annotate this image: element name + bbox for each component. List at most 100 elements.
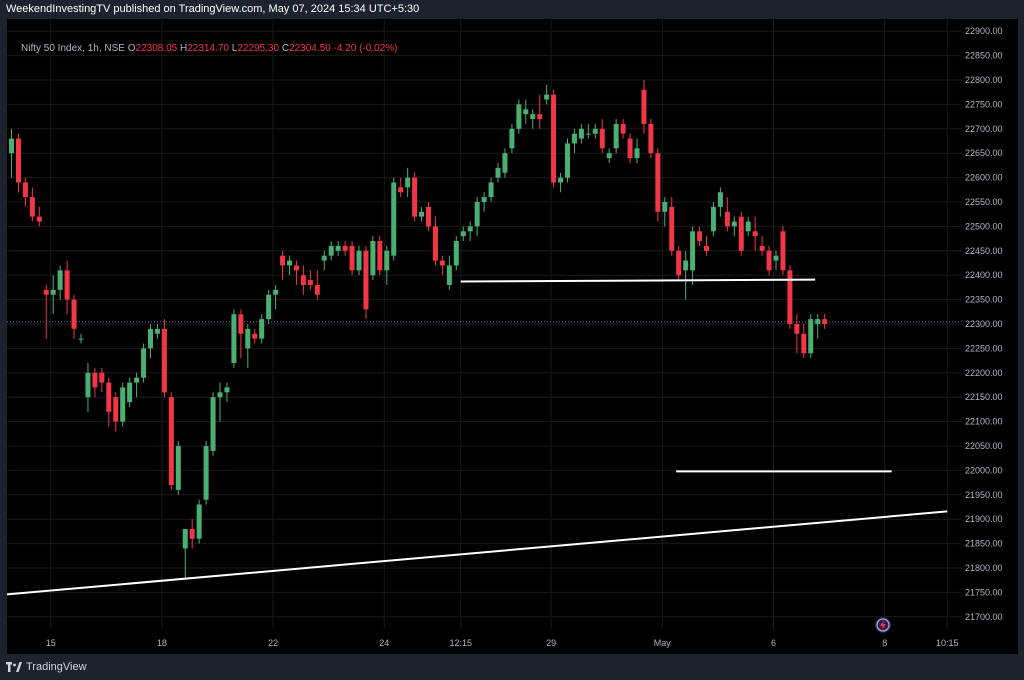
candle: [634, 138, 640, 163]
published-caption: WeekendInvestingTV published on TradingV…: [6, 3, 420, 15]
candle-body: [551, 94, 557, 183]
open-key: O: [127, 43, 136, 54]
candle: [439, 255, 445, 276]
price-tick-label: 22900.00: [965, 26, 1003, 36]
candle: [453, 236, 459, 271]
candle-body: [752, 231, 758, 237]
candle-body: [43, 289, 49, 295]
candle-body: [710, 206, 716, 232]
candle: [154, 324, 160, 339]
candle-body: [738, 216, 744, 251]
candle-body: [745, 221, 751, 232]
candle: [64, 260, 70, 315]
candle-body: [606, 153, 612, 159]
candle: [384, 245, 390, 285]
candle-body: [648, 123, 654, 154]
candle-body: [141, 348, 147, 378]
footer-brand-label: TradingView: [26, 661, 87, 673]
candle: [43, 284, 49, 339]
price-tick-label: 21950.00: [965, 490, 1003, 500]
candle: [516, 99, 522, 134]
candle-body: [307, 280, 313, 285]
candle-body: [321, 255, 327, 261]
price-axis: 21700.00 21750.00 21800.00 21850.00 21900.00…: [965, 26, 1003, 622]
candle: [182, 528, 188, 578]
candle-body: [599, 128, 605, 149]
candle-body: [530, 114, 536, 120]
price-tick-label: 22500.00: [965, 221, 1003, 231]
price-tick-label: 22100.00: [965, 417, 1003, 427]
open-value: 22308.05: [135, 43, 178, 54]
trend-line: [460, 278, 816, 283]
tradingview-logo-icon: [6, 662, 22, 672]
time-tick-label: 18: [157, 638, 167, 648]
candle: [502, 148, 508, 178]
candle: [544, 84, 550, 105]
candle: [134, 372, 140, 398]
price-tick-label: 22700.00: [965, 124, 1003, 134]
lightning-alert-icon[interactable]: [875, 617, 891, 633]
candle: [412, 172, 418, 222]
candle-body: [439, 260, 445, 266]
candle: [252, 328, 258, 344]
candle: [293, 260, 299, 285]
candle-body: [391, 182, 397, 256]
candle-body: [363, 250, 369, 310]
candle-body: [273, 289, 279, 295]
low-value: 22295.30: [237, 43, 280, 54]
candle: [106, 377, 112, 427]
candle-body: [22, 182, 28, 198]
candle-body: [168, 397, 174, 486]
candle: [419, 206, 425, 222]
candle: [669, 197, 675, 256]
candle-body: [175, 446, 181, 490]
candle-body: [655, 153, 661, 212]
candle-body: [224, 387, 230, 393]
time-tick-label: 22: [268, 638, 278, 648]
candle-body: [571, 133, 577, 144]
candle: [168, 392, 174, 490]
candle-body: [724, 211, 730, 227]
candle: [426, 202, 431, 232]
candle-body: [280, 255, 286, 266]
candle: [113, 392, 119, 432]
candle-body: [669, 206, 675, 251]
candle-body: [627, 138, 633, 159]
candle: [495, 162, 501, 183]
candle-body: [773, 255, 779, 261]
candle-body: [210, 397, 216, 451]
candle-body: [189, 528, 195, 539]
candle: [405, 167, 411, 198]
candle: [662, 197, 668, 227]
candle-body: [620, 123, 626, 134]
candle: [592, 123, 598, 139]
price-tick-label: 21850.00: [965, 539, 1003, 549]
candle-body: [57, 270, 63, 290]
candle-body: [120, 387, 126, 422]
price-tick-label: 22850.00: [965, 51, 1003, 61]
candle: [22, 177, 28, 207]
candle: [314, 270, 320, 300]
high-key: H: [180, 43, 188, 54]
candle-body: [238, 314, 244, 334]
candle: [356, 245, 362, 276]
candle: [15, 133, 21, 193]
candle-body: [787, 270, 793, 324]
candle: [648, 119, 654, 159]
candle-body: [252, 333, 258, 339]
candle: [287, 255, 292, 276]
candle-body: [266, 294, 272, 320]
candle: [787, 265, 793, 329]
chart-area[interactable]: 21700.00 21750.00 21800.00 21850.00 21900.00…: [7, 19, 1018, 654]
candle-body: [412, 177, 418, 217]
candle: [273, 284, 279, 310]
candle-body: [537, 114, 543, 120]
candle: [99, 367, 105, 393]
candle-body: [565, 143, 570, 178]
candlestick-chart[interactable]: 21700.00 21750.00 21800.00 21850.00 21900.00…: [7, 19, 1018, 654]
candle: [683, 250, 689, 300]
price-tick-label: 22600.00: [965, 173, 1003, 183]
candle: [50, 275, 56, 315]
footer-brand[interactable]: TradingView: [6, 660, 87, 674]
